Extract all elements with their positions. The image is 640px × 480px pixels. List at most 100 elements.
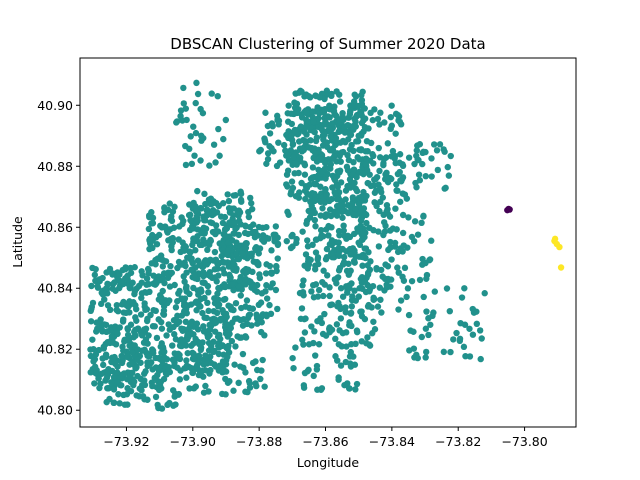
data-point <box>311 266 319 273</box>
data-point <box>235 231 242 239</box>
data-point <box>306 181 314 188</box>
data-point <box>215 284 222 292</box>
data-point <box>158 405 166 412</box>
data-point <box>191 152 198 159</box>
data-point <box>170 402 177 409</box>
data-point <box>443 285 451 292</box>
data-point <box>89 299 97 307</box>
data-point <box>387 244 394 251</box>
data-point <box>120 370 128 377</box>
data-point <box>460 343 468 351</box>
data-point <box>314 386 321 393</box>
data-point <box>366 286 373 294</box>
data-point <box>211 248 219 256</box>
data-point <box>453 329 460 337</box>
data-point <box>337 158 344 165</box>
data-point <box>299 228 306 235</box>
x-tick-label: −73.90 <box>170 434 216 449</box>
data-point <box>273 162 281 170</box>
data-point <box>194 217 201 224</box>
data-point <box>146 245 153 253</box>
data-point <box>222 283 229 291</box>
data-point <box>104 368 111 376</box>
data-point <box>310 118 317 126</box>
data-point <box>187 133 194 140</box>
data-point <box>230 286 237 294</box>
data-point <box>327 301 334 309</box>
data-point <box>322 186 329 193</box>
data-point <box>400 242 407 249</box>
data-point <box>237 190 245 198</box>
data-point <box>323 245 331 253</box>
data-point <box>120 298 127 306</box>
data-point <box>169 342 176 349</box>
data-point <box>340 227 347 234</box>
data-point <box>295 169 302 177</box>
data-point <box>308 210 315 217</box>
data-point <box>232 299 240 307</box>
data-point <box>423 348 430 356</box>
data-point <box>342 196 349 203</box>
data-point <box>304 237 311 244</box>
data-point <box>397 198 404 205</box>
data-point <box>328 90 335 98</box>
data-point <box>196 261 203 269</box>
data-point <box>308 323 315 330</box>
data-point <box>180 100 187 107</box>
data-point <box>154 401 161 409</box>
data-point <box>395 269 402 276</box>
data-point <box>243 240 250 247</box>
data-point <box>148 260 155 267</box>
data-point <box>336 232 343 239</box>
data-point <box>364 167 371 174</box>
data-point <box>403 293 410 301</box>
data-point <box>371 176 378 183</box>
data-point <box>163 332 170 339</box>
data-point <box>355 200 363 208</box>
data-point <box>274 241 282 249</box>
data-point <box>340 253 348 261</box>
data-point <box>292 160 299 167</box>
data-point <box>223 313 230 321</box>
data-point <box>100 343 107 351</box>
data-point <box>214 93 221 100</box>
data-point <box>310 154 317 162</box>
data-point <box>399 248 406 255</box>
data-point <box>212 319 220 326</box>
data-point <box>397 297 405 304</box>
data-point <box>422 259 429 267</box>
data-point <box>356 241 364 249</box>
data-point <box>254 232 261 239</box>
data-point <box>353 327 361 334</box>
data-point <box>428 173 435 180</box>
data-point <box>157 222 164 229</box>
data-point <box>242 275 249 283</box>
data-point <box>376 121 383 128</box>
data-point <box>333 321 341 328</box>
data-point <box>339 329 347 337</box>
data-point <box>434 166 442 174</box>
data-point <box>394 264 401 271</box>
data-point <box>87 352 95 360</box>
data-point <box>272 286 280 294</box>
data-point <box>174 312 181 320</box>
data-point <box>213 309 221 317</box>
data-point <box>176 287 183 295</box>
data-point <box>263 223 270 231</box>
data-point <box>170 323 177 331</box>
data-point <box>384 140 392 147</box>
data-point <box>326 114 333 121</box>
y-tick-label: 40.80 <box>37 403 73 418</box>
data-point <box>131 378 138 385</box>
data-point <box>422 172 429 180</box>
data-point <box>405 154 413 161</box>
data-point <box>473 320 481 327</box>
data-point <box>414 354 421 362</box>
data-point <box>183 310 190 317</box>
data-point <box>301 187 309 194</box>
data-point <box>193 307 200 314</box>
data-point <box>118 352 125 360</box>
data-point <box>110 386 118 393</box>
data-point <box>158 298 166 306</box>
data-point <box>144 340 151 347</box>
